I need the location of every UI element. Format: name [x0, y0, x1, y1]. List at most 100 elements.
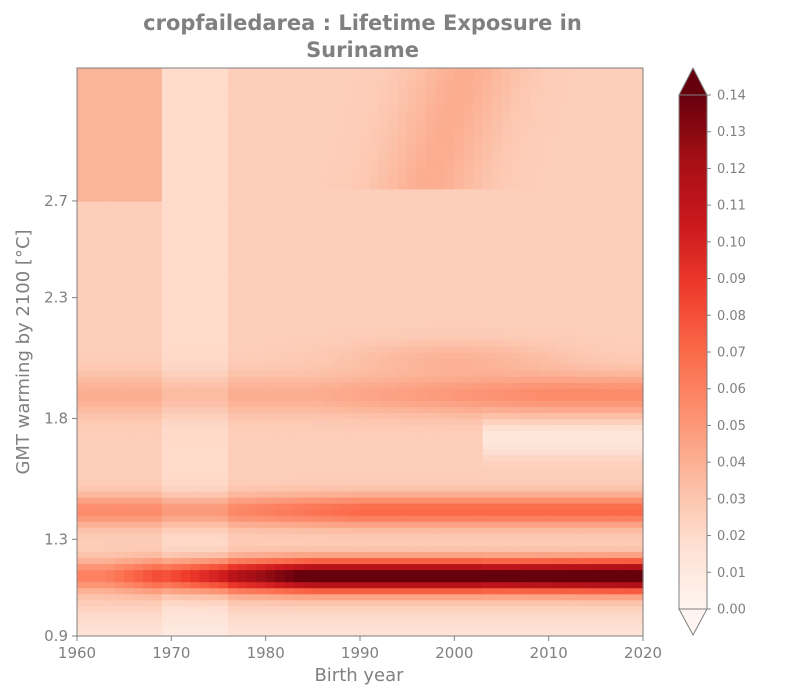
heatmap-cell	[426, 170, 437, 178]
heatmap-cell	[463, 515, 474, 522]
heatmap-cell	[454, 321, 465, 329]
heatmap-cell	[209, 327, 220, 335]
heatmap-cell	[331, 412, 342, 420]
heatmap-cell	[256, 382, 267, 389]
heatmap-cell	[180, 261, 191, 268]
heatmap-cell	[360, 327, 371, 335]
heatmap-cell	[558, 478, 569, 486]
heatmap-cell	[77, 454, 88, 462]
heatmap-cell	[454, 345, 465, 353]
heatmap-cell	[180, 484, 191, 492]
heatmap-cell	[152, 617, 163, 625]
heatmap-cell	[529, 466, 540, 474]
heatmap-cell	[124, 333, 135, 341]
heatmap-cell	[397, 424, 408, 432]
heatmap-cell	[426, 424, 437, 432]
heatmap-cell	[133, 563, 144, 571]
heatmap-cell	[435, 303, 446, 311]
heatmap-cell	[388, 430, 399, 438]
heatmap-cell	[246, 303, 257, 311]
heatmap-cell	[567, 521, 578, 528]
heatmap-cell	[501, 587, 512, 595]
heatmap-cell	[105, 134, 116, 142]
heatmap-cell	[124, 315, 135, 323]
heatmap-cell	[482, 152, 493, 160]
heatmap-cell	[284, 249, 295, 256]
heatmap-cell	[275, 219, 286, 226]
heatmap-cell	[463, 484, 474, 492]
heatmap-cell	[218, 176, 229, 184]
heatmap-cell	[312, 521, 323, 528]
heatmap-cell	[256, 575, 267, 583]
heatmap-cell	[369, 533, 380, 540]
heatmap-cell	[218, 364, 229, 371]
heatmap-cell	[435, 237, 446, 244]
heatmap-cell	[218, 454, 229, 462]
heatmap-cell	[133, 116, 144, 123]
heatmap-cell	[492, 418, 503, 426]
heatmap-cell	[152, 315, 163, 323]
heatmap-cell	[576, 611, 587, 619]
heatmap-cell	[388, 176, 399, 184]
heatmap-cell	[369, 442, 380, 450]
heatmap-cell	[114, 237, 125, 244]
heatmap-cell	[558, 285, 569, 293]
heatmap-cell	[190, 267, 201, 275]
heatmap-cell	[190, 382, 201, 389]
heatmap-cell	[435, 364, 446, 371]
heatmap-cell	[529, 140, 540, 148]
heatmap-cell	[350, 158, 361, 166]
heatmap-cell	[180, 382, 191, 389]
heatmap-cell	[539, 575, 550, 583]
heatmap-cell	[218, 527, 229, 534]
heatmap-cell	[341, 460, 352, 468]
heatmap-cell	[209, 557, 220, 565]
heatmap-cell	[510, 418, 521, 426]
heatmap-cell	[161, 74, 172, 81]
heatmap-cell	[520, 303, 531, 311]
heatmap-cell	[161, 599, 172, 607]
heatmap-cell	[510, 442, 521, 450]
heatmap-cell	[331, 478, 342, 486]
heatmap-cell	[520, 327, 531, 335]
heatmap-cell	[114, 225, 125, 232]
heatmap-cell	[350, 188, 361, 196]
heatmap-cell	[284, 388, 295, 395]
heatmap-cell	[331, 515, 342, 522]
heatmap-cell	[529, 219, 540, 226]
heatmap-cell	[454, 182, 465, 190]
heatmap-cell	[539, 551, 550, 559]
heatmap-cell	[444, 551, 455, 559]
heatmap-cell	[237, 128, 248, 136]
heatmap-cell	[199, 490, 210, 498]
heatmap-cell	[341, 243, 352, 250]
heatmap-cell	[378, 490, 389, 498]
heatmap-cell	[180, 587, 191, 595]
heatmap-cell	[218, 539, 229, 546]
heatmap-cell	[77, 249, 88, 256]
heatmap-cell	[378, 503, 389, 510]
heatmap-cell	[86, 593, 97, 601]
heatmap-cell	[209, 599, 220, 607]
heatmap-cell	[95, 593, 106, 601]
heatmap-cell	[407, 194, 418, 202]
heatmap-cell	[322, 152, 333, 160]
heatmap-cell	[548, 327, 559, 335]
heatmap-cell	[435, 146, 446, 154]
heatmap-cell	[463, 146, 474, 154]
heatmap-cell	[378, 418, 389, 426]
heatmap-cell	[180, 497, 191, 504]
heatmap-cell	[341, 545, 352, 552]
heatmap-cell	[444, 593, 455, 601]
heatmap-cell	[284, 321, 295, 329]
heatmap-cell	[520, 176, 531, 184]
heatmap-cell	[529, 593, 540, 601]
heatmap-cell	[199, 629, 210, 637]
heatmap-cell	[95, 448, 106, 456]
heatmap-cell	[227, 394, 238, 401]
heatmap-cell	[86, 267, 97, 275]
heatmap-cell	[218, 394, 229, 401]
heatmap-cell	[256, 587, 267, 595]
heatmap-cell	[388, 68, 399, 75]
heatmap-cell	[331, 388, 342, 395]
